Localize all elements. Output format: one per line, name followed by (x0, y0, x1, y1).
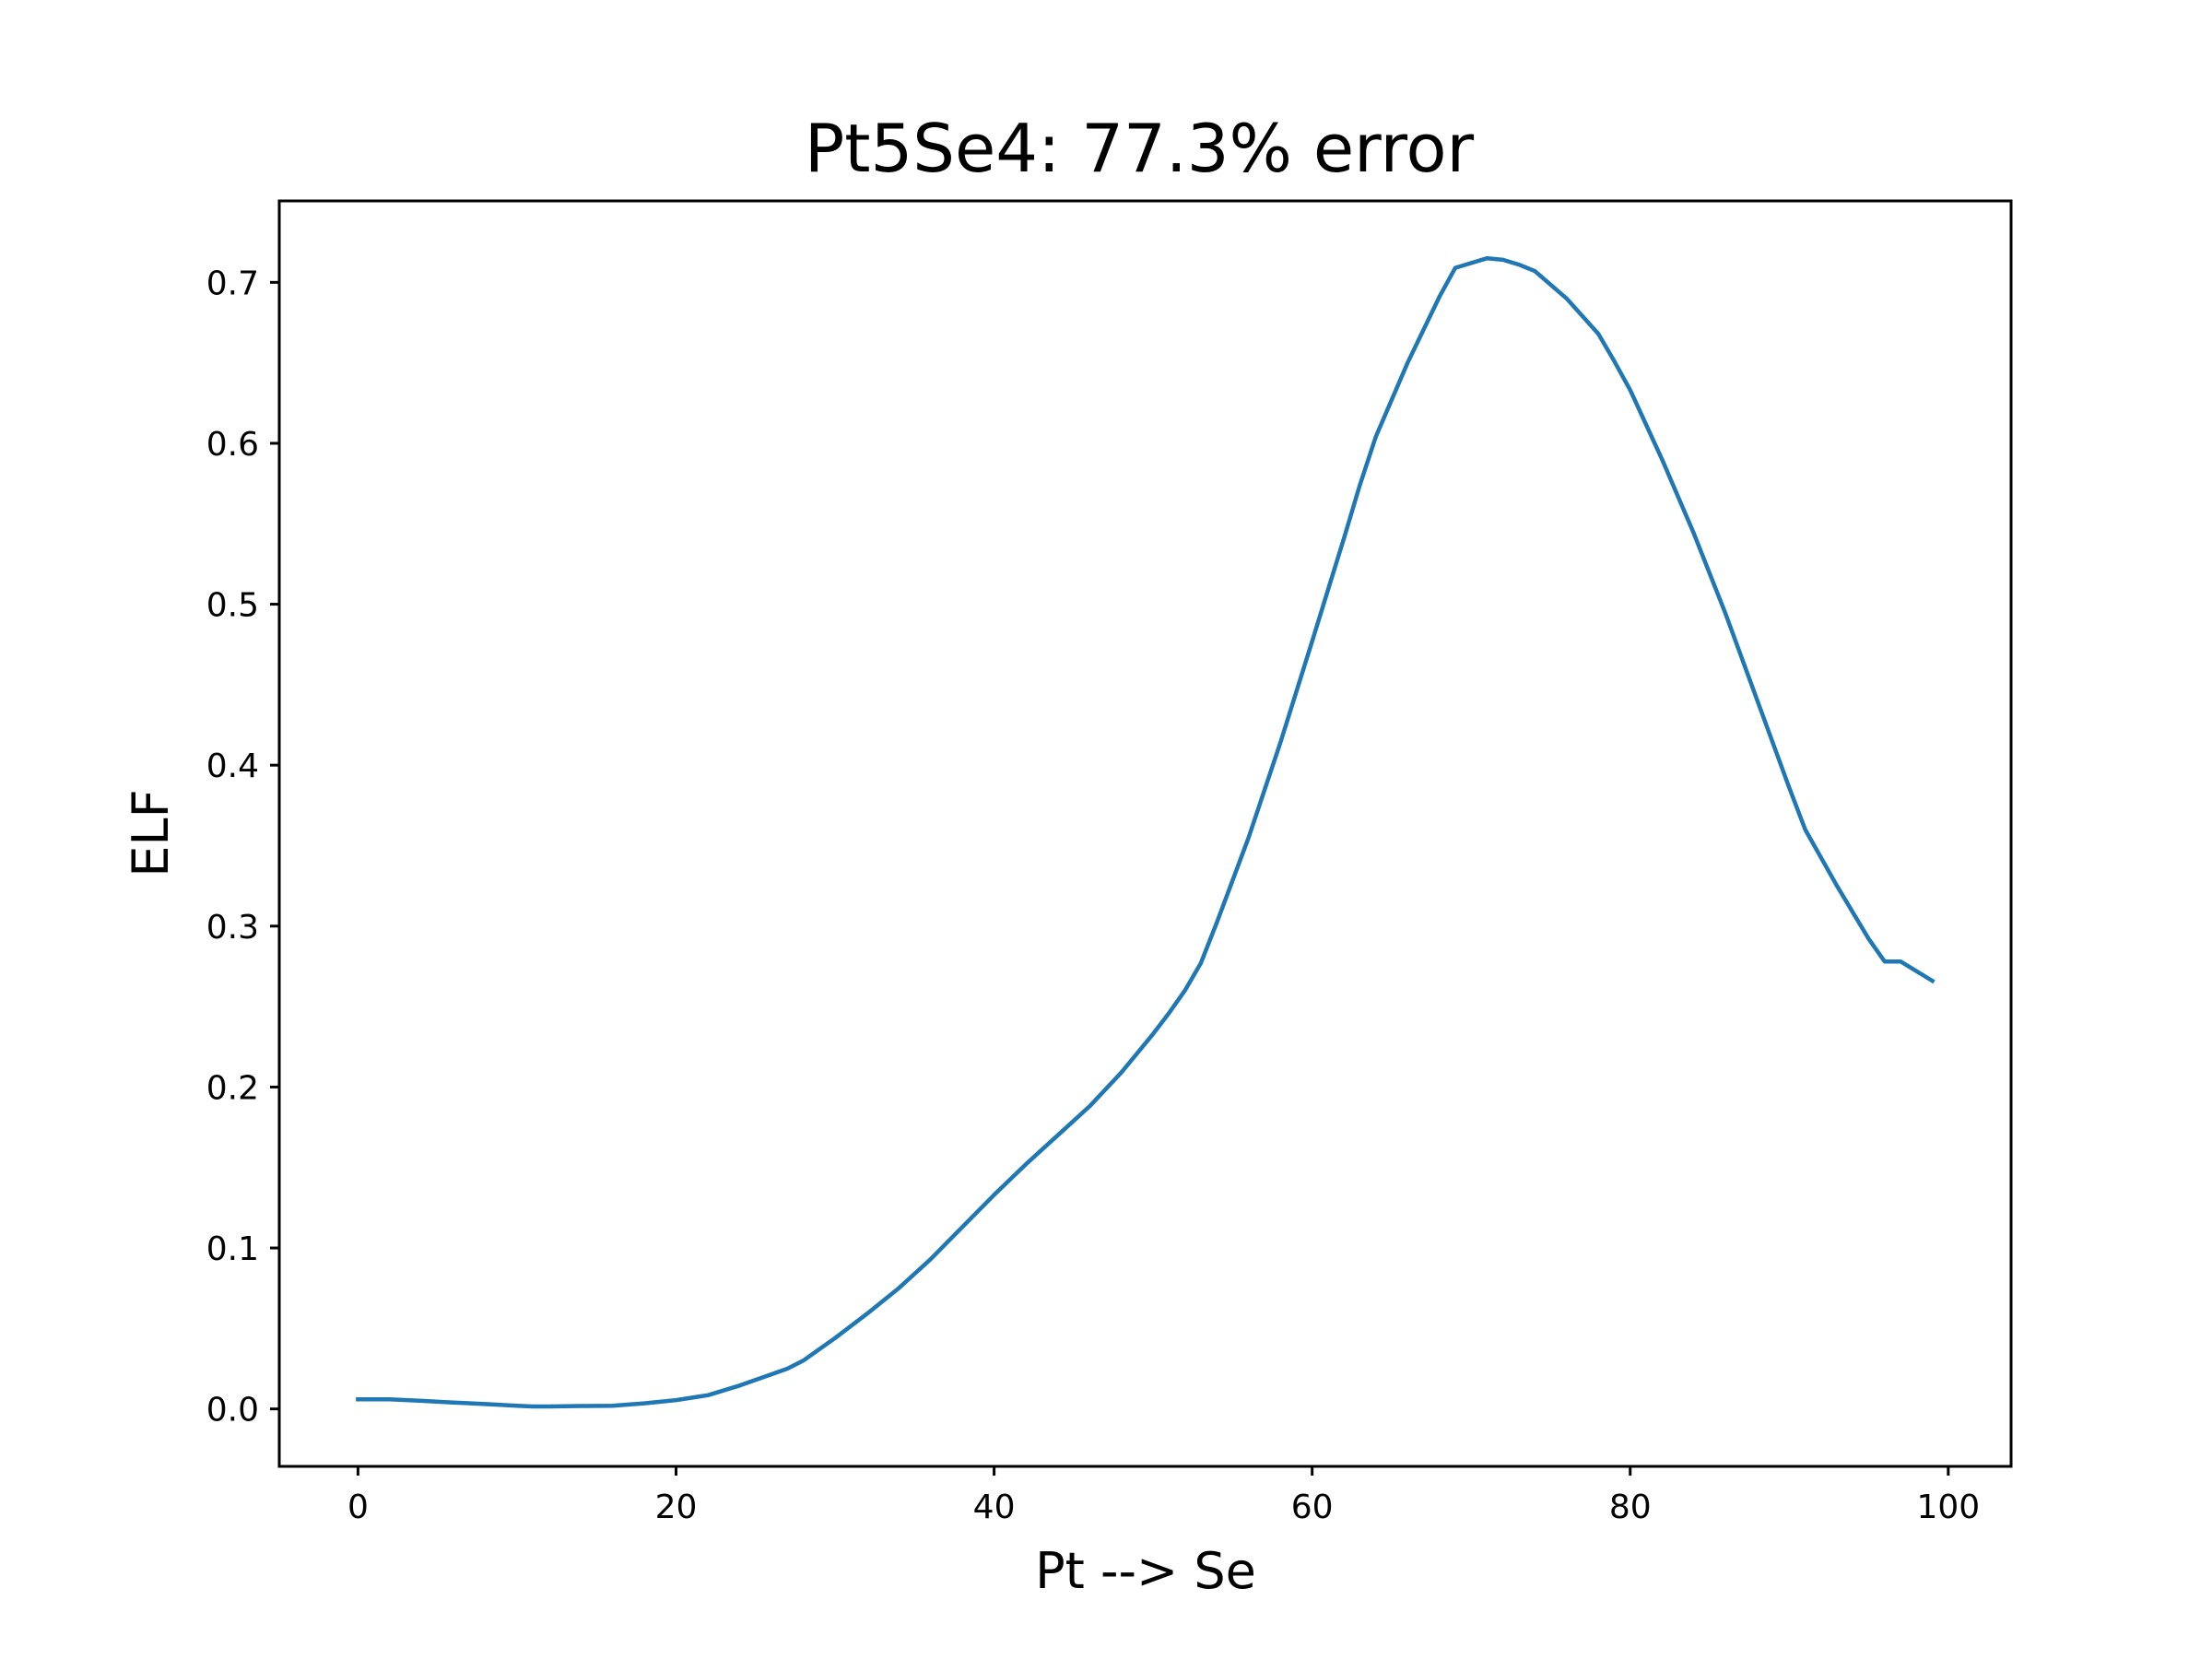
y-tick-label: 0.6 (206, 426, 259, 464)
y-tick-label: 0.3 (206, 909, 259, 947)
x-axis-ticks: 0 20 40 60 80 100 (347, 1466, 1980, 1526)
x-tick-label: 60 (1291, 1488, 1334, 1526)
y-tick-label: 0.0 (206, 1392, 259, 1430)
x-tick-label: 80 (1609, 1488, 1652, 1526)
elf-series-line (356, 255, 1936, 1409)
x-tick-label: 100 (1916, 1488, 1980, 1526)
x-tick-label: 0 (347, 1488, 369, 1526)
y-tick-label: 0.5 (206, 587, 259, 625)
x-tick-label: 40 (973, 1488, 1016, 1526)
y-tick-label: 0.4 (206, 747, 259, 785)
series-layer (356, 255, 1936, 1409)
plot-area-frame (277, 199, 2013, 1468)
y-tick-label: 0.7 (206, 265, 259, 302)
y-axis-label: ELF (122, 789, 180, 877)
y-tick-label: 0.1 (206, 1230, 259, 1268)
y-axis-ticks: 0.0 0.1 0.2 0.3 0.4 0.5 0.6 0.7 (206, 265, 279, 1430)
x-axis-label: Pt --> Se (1035, 1542, 1256, 1600)
chart-title: Pt5Se4: 77.3% error (805, 110, 1475, 187)
x-tick-label: 20 (655, 1488, 698, 1526)
y-tick-label: 0.2 (206, 1069, 259, 1107)
